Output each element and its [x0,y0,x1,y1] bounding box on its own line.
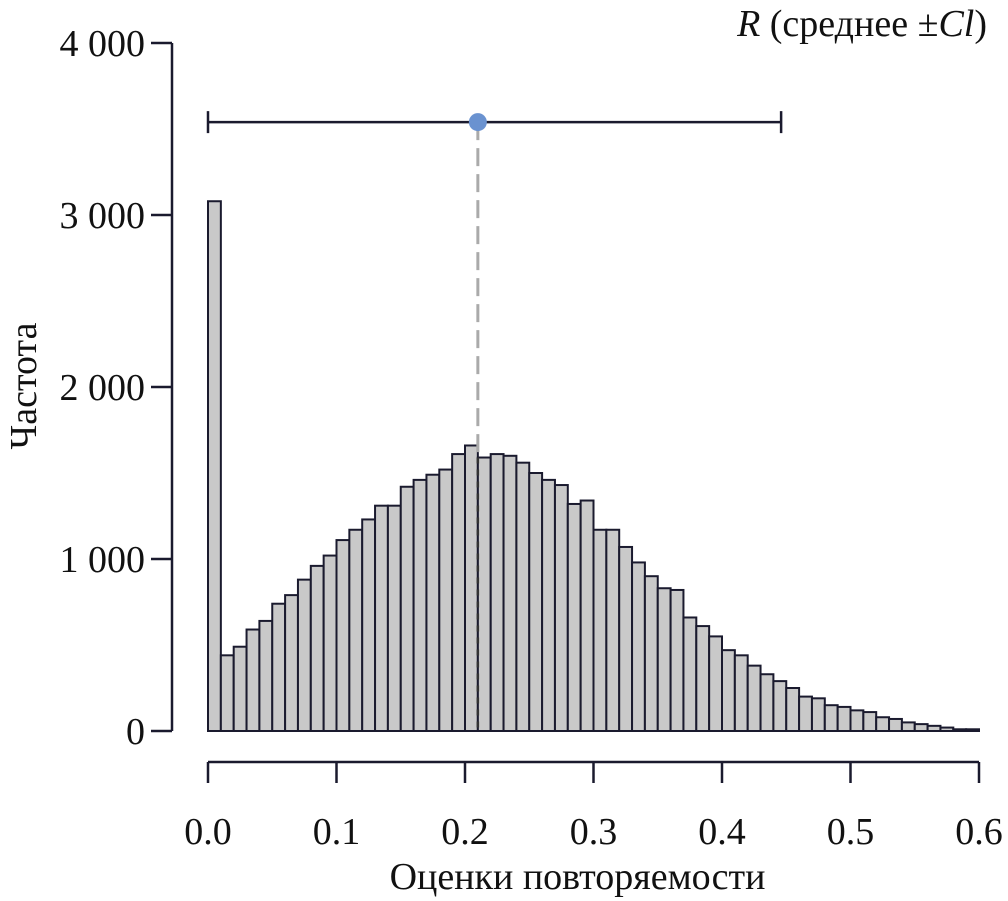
y-tick-label: 3 000 [60,195,146,237]
legend-label: R (среднее ±Cl) [736,3,987,45]
x-axis: 0.0 0.1 0.2 0.3 0.4 0.5 0.6 Оценки повторяемос… [184,760,1003,898]
histogram-bar [425,473,441,732]
histogram-bar [798,695,813,732]
x-tick-label: 0.1 [313,811,361,853]
histogram-bar [810,697,826,733]
histogram-bar [219,654,235,733]
histogram-bar [374,504,389,732]
histogram-bar [592,528,608,733]
histogram-bar [438,468,454,732]
histogram-bar [682,616,698,732]
histogram-bar [862,711,878,733]
histogram-bar [733,654,749,733]
histogram-bar [566,502,582,732]
histogram-bar [746,664,762,733]
histogram-bar [900,721,916,733]
legend-close: ) [974,3,987,45]
histogram-bar [772,680,788,732]
x-tick-label: 0.2 [441,811,489,853]
histogram-bars [207,200,981,733]
histogram-bar [823,704,839,733]
histogram-bar [875,716,891,732]
histogram-bar [579,499,595,732]
histogram-bar [836,705,852,732]
x-tick-label: 0.6 [955,811,1003,853]
histogram-bar [939,726,955,732]
histogram-bar [913,723,929,732]
y-ticks: 0 1 000 2 000 3 000 4 000 [60,23,172,753]
histogram-bar [708,635,724,733]
histogram-bar [464,444,479,732]
histogram-bar [849,709,865,732]
y-tick-label: 4 000 [60,23,146,65]
histogram-bar [386,504,402,732]
x-axis-title: Оценки повторяемости [390,856,766,898]
mean-point [468,113,487,132]
histogram-bar [348,528,364,733]
histogram-bar [284,594,299,732]
y-tick-label: 2 000 [60,367,146,409]
histogram-bar [489,453,505,732]
x-ticks: 0.0 0.1 0.2 0.3 0.4 0.5 0.6 [184,762,1003,853]
histogram-bar [207,200,222,733]
histogram-bar [309,564,325,732]
histogram-bar [759,673,775,732]
histogram-bar [258,619,274,732]
histogram-bar [515,461,531,732]
histogram-bar [541,478,556,732]
histogram-bar [643,575,659,733]
histogram-bar [322,554,338,732]
histogram-bar [888,717,903,733]
histogram-bar [296,578,312,733]
histogram-bar [618,545,634,733]
histogram-bar [669,588,685,733]
histogram-bar [656,587,672,732]
histogram-bar [399,485,415,733]
histogram-bar [926,724,942,733]
histogram-bar [631,561,646,732]
histogram-bar [502,454,518,732]
legend-text: (среднее ± [760,3,938,45]
x-tick-label: 0.0 [184,811,232,853]
histogram-bar [952,728,968,733]
y-tick-label: 0 [126,711,145,753]
histogram-bar [965,728,981,733]
histogram-bar [721,649,736,732]
histogram-bar [361,518,377,732]
histogram-bar [451,453,466,732]
legend-ci: Cl [938,3,974,45]
x-tick-label: 0.5 [827,811,875,853]
x-tick-label: 0.3 [570,811,618,853]
histogram-bar [245,628,261,733]
histogram-bar [785,687,801,732]
histogram-bar [335,539,351,733]
histogram-bar [605,528,621,733]
histogram-bar [232,645,248,732]
y-axis-title: Частота [3,322,45,449]
histogram-bar [553,484,569,733]
histogram-bar [695,625,711,733]
x-tick-label: 0.4 [698,811,746,853]
y-tick-label: 1 000 [60,539,146,581]
histogram-bar [528,472,544,732]
histogram-bar [476,456,492,732]
y-axis: 0 1 000 2 000 3 000 4 000 Частота [3,23,174,753]
legend-symbol: R [736,3,760,45]
mean-ci-summary [206,111,783,731]
histogram-bar [412,478,428,732]
histogram-bar [271,602,287,732]
